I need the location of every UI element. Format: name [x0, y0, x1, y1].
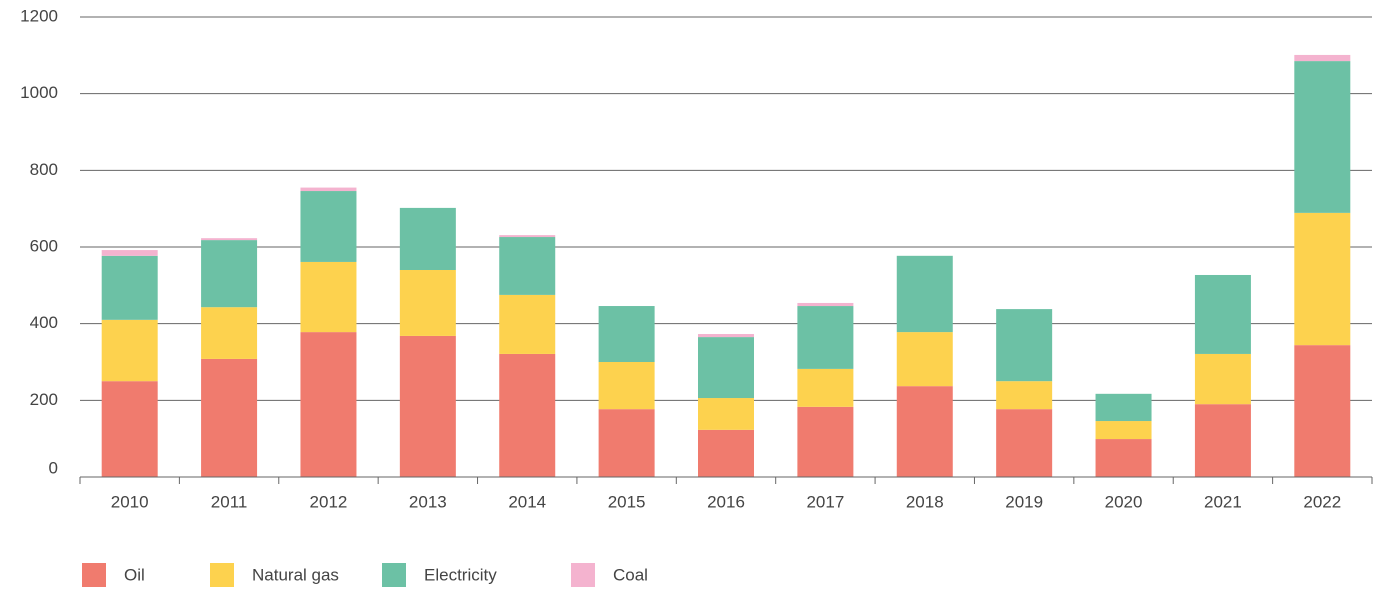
bar-segment [797, 368, 854, 407]
x-tick-label: 2015 [608, 492, 646, 511]
bar-segment [300, 332, 357, 477]
y-tick-label: 800 [30, 160, 58, 179]
x-tick-label: 2018 [906, 492, 944, 511]
bar-segment [1294, 212, 1351, 346]
bar-segment [101, 381, 158, 477]
legend-swatch [82, 563, 106, 587]
y-tick-label: 0 [49, 458, 58, 477]
y-tick-label: 400 [30, 313, 58, 332]
legend-swatch [210, 563, 234, 587]
bar-segment [399, 270, 456, 336]
x-tick-label: 2020 [1105, 492, 1143, 511]
bar-segment [797, 406, 854, 477]
bar-segment [300, 191, 357, 262]
legend-label: Natural gas [252, 565, 339, 584]
bar-segment [996, 381, 1053, 410]
bar-segment [698, 429, 754, 477]
y-tick-label: 200 [30, 390, 58, 409]
bar-segment [996, 409, 1053, 477]
bar-segment [698, 337, 754, 399]
bar-segment [797, 302, 854, 307]
bar-segment [201, 240, 258, 308]
x-tick-label: 2022 [1303, 492, 1341, 511]
bar-segment [201, 238, 258, 241]
bar-segment [399, 335, 456, 477]
bar-segment [300, 261, 357, 333]
bar-segment [201, 307, 258, 359]
bar-segment [698, 398, 754, 430]
bar-segment [996, 309, 1053, 382]
bar-segment [1294, 54, 1351, 62]
legend-label: Electricity [424, 565, 497, 584]
y-tick-label: 1000 [20, 83, 58, 102]
bar-segment [1095, 439, 1152, 477]
y-tick-label: 1200 [20, 6, 58, 25]
bar-segment [698, 334, 754, 338]
legend-swatch [571, 563, 595, 587]
legend-label: Oil [124, 565, 145, 584]
bar-segment [1194, 274, 1251, 354]
bar-segment [1194, 353, 1251, 405]
bar-segment [598, 409, 655, 477]
bar-segment [201, 358, 258, 477]
bar-segment [1294, 61, 1351, 213]
x-tick-label: 2011 [211, 492, 248, 511]
bar-segment [797, 306, 854, 369]
x-tick-label: 2019 [1005, 492, 1043, 511]
bar-segment [896, 332, 953, 387]
bar-segment [1294, 345, 1351, 477]
bar-segment [499, 353, 556, 477]
x-tick-label: 2021 [1204, 492, 1242, 511]
bar-segment [399, 207, 456, 270]
bar-segment [1194, 404, 1251, 477]
x-tick-label: 2012 [310, 492, 348, 511]
x-tick-label: 2016 [707, 492, 745, 511]
bar-segment [1095, 421, 1152, 440]
bar-segment [101, 319, 158, 382]
bar-segment [1095, 393, 1152, 422]
bar-segment [598, 306, 655, 362]
x-tick-label: 2017 [806, 492, 844, 511]
legend-label: Coal [613, 565, 648, 584]
bar-segment [101, 255, 158, 320]
y-tick-label: 600 [30, 236, 58, 255]
bar-segment [598, 362, 655, 410]
bar-segment [499, 294, 556, 354]
bar-segment [101, 250, 158, 256]
x-tick-label: 2014 [508, 492, 546, 511]
x-tick-label: 2010 [111, 492, 149, 511]
bar-segment [499, 237, 556, 295]
legend-swatch [382, 563, 406, 587]
bar-segment [300, 187, 357, 192]
bar-segment [896, 386, 953, 477]
bar-segment [499, 235, 556, 238]
x-tick-label: 2013 [409, 492, 447, 511]
bar-segment [896, 255, 953, 333]
